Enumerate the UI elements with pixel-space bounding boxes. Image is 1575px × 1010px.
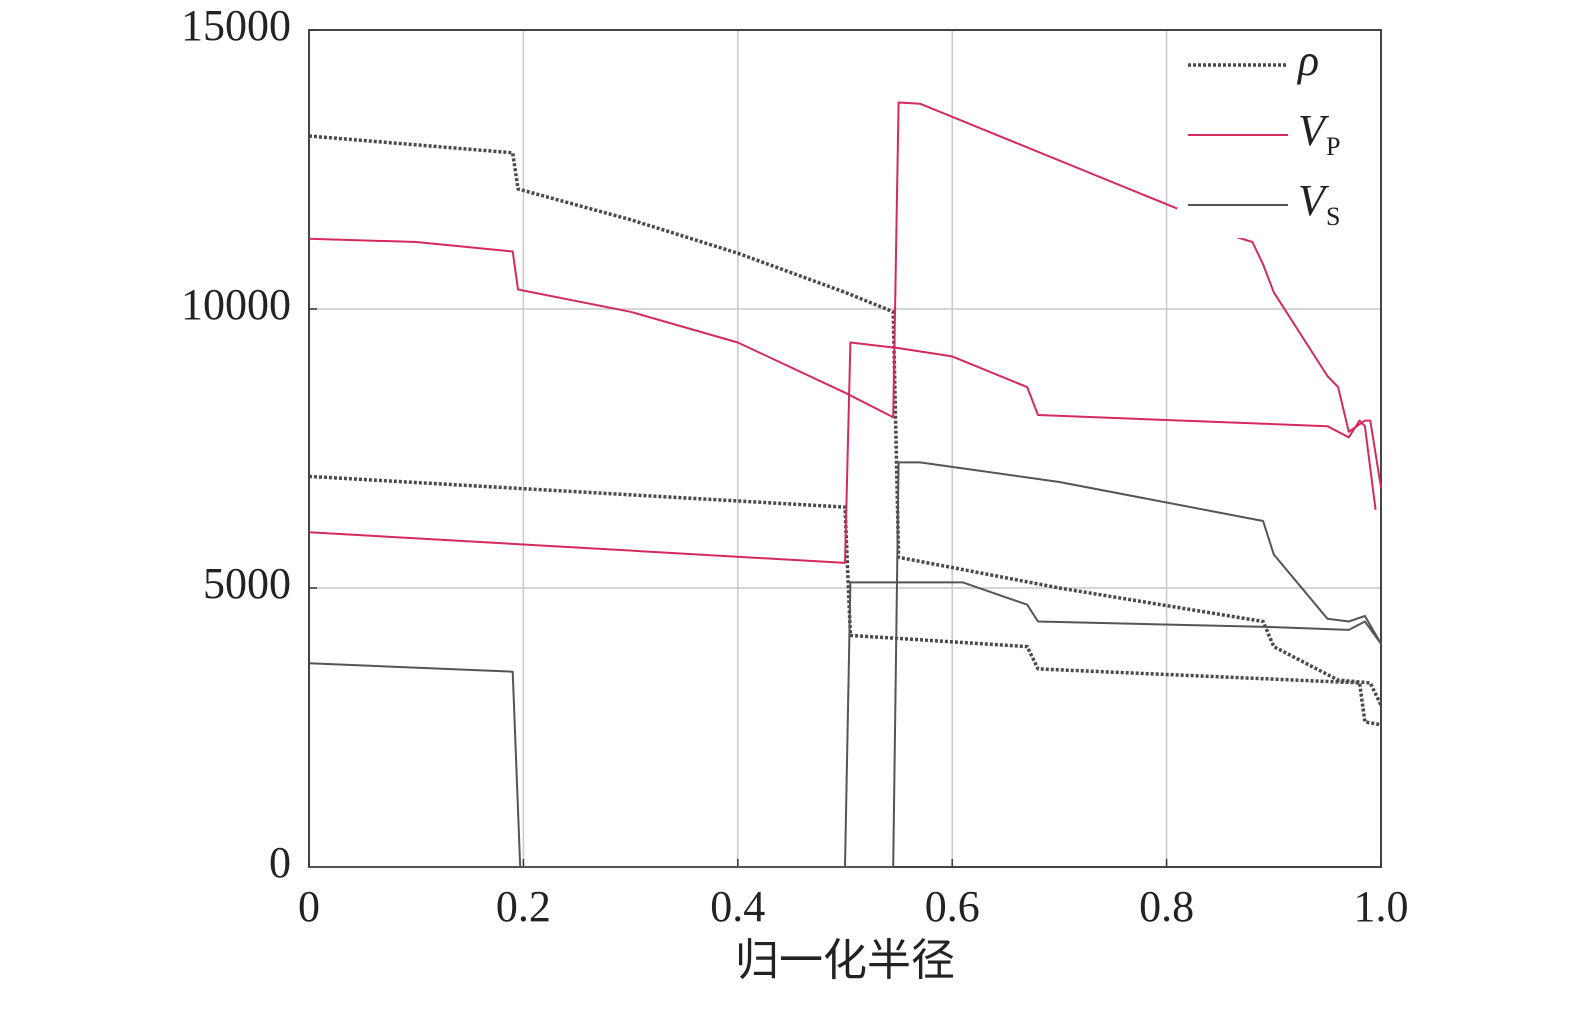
data-line	[308, 101, 1382, 564]
x-tick-label: 0.4	[710, 882, 765, 931]
legend-label: ρ	[1296, 36, 1319, 85]
legend-background	[1180, 38, 1370, 238]
x-tick-label: 0.8	[1139, 882, 1194, 931]
y-tick-label: 10000	[181, 280, 291, 329]
x-tick-label: 1.0	[1354, 882, 1409, 931]
legend-label: V	[1298, 176, 1330, 225]
x-axis-label: 归一化半径	[735, 936, 955, 985]
legend-subscript: S	[1326, 202, 1340, 231]
x-tick-label: 0.6	[925, 882, 980, 931]
x-tick-label: 0.2	[496, 882, 551, 931]
legend-label: V	[1298, 106, 1330, 155]
x-tick-label: 0	[298, 882, 320, 931]
y-tick-label: 0	[269, 838, 291, 887]
y-tick-label: 15000	[181, 1, 291, 50]
y-tick-label: 5000	[203, 559, 291, 608]
data-line	[308, 461, 1382, 868]
legend-subscript: P	[1326, 132, 1340, 161]
data-line	[308, 134, 1383, 727]
